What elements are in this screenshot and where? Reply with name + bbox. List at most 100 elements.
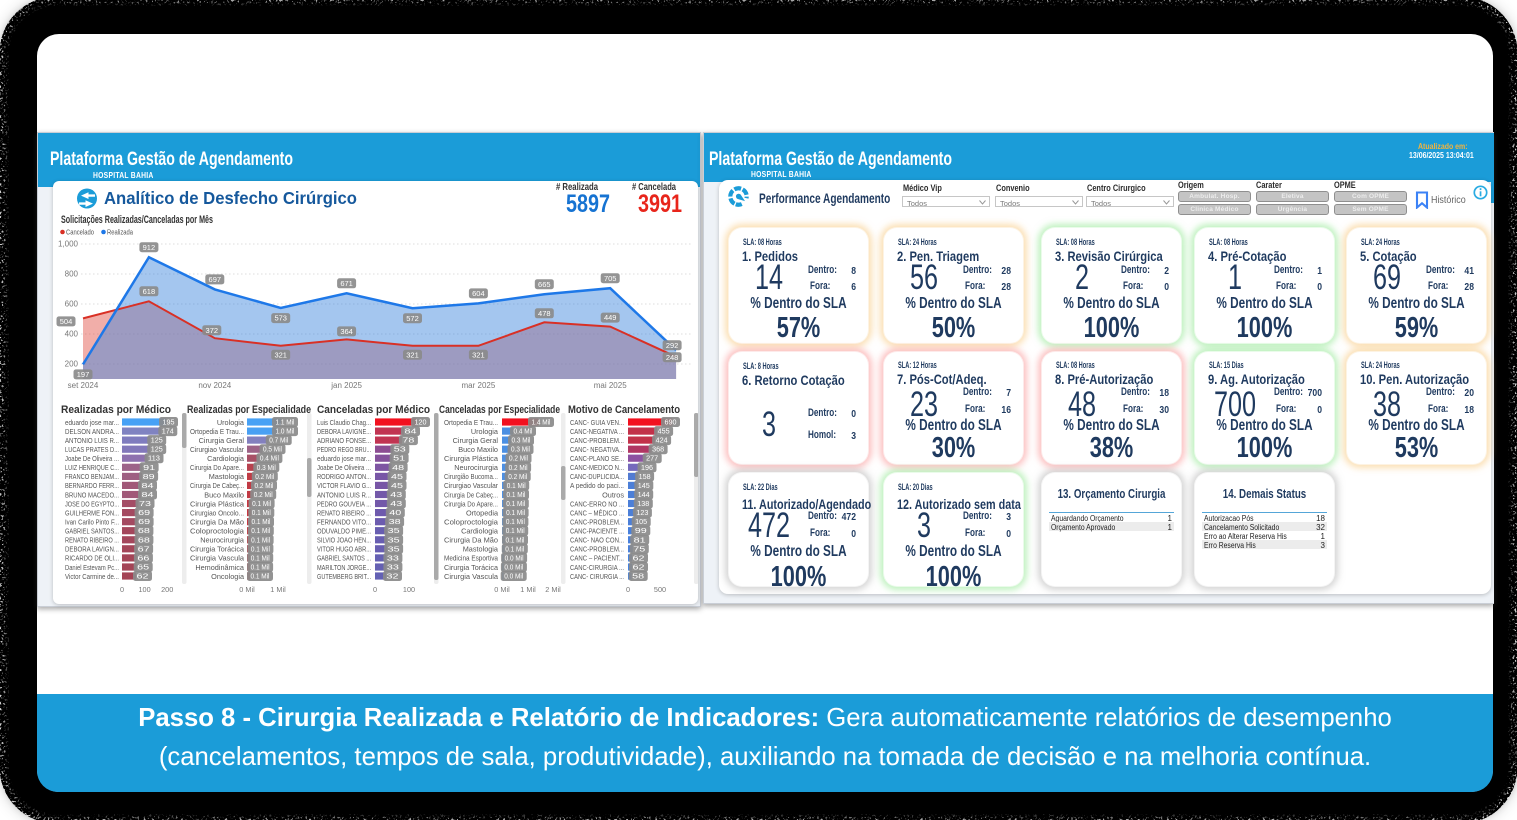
svg-text:504: 504 (60, 317, 73, 326)
svg-text:123: 123 (636, 510, 648, 517)
svg-text:0.4 Mil: 0.4 Mil (514, 429, 533, 436)
svg-text:Urologia: Urologia (471, 427, 499, 436)
svg-text:2 Mil: 2 Mil (545, 585, 561, 594)
svg-text:0: 0 (120, 585, 124, 594)
svg-text:0.5 Mil: 0.5 Mil (263, 447, 282, 454)
svg-text:66: 66 (137, 555, 149, 562)
svg-text:618: 618 (143, 287, 156, 296)
svg-text:5897: 5897 (566, 190, 610, 218)
svg-text:Ortopedia E Trau...: Ortopedia E Trau... (190, 427, 244, 436)
svg-text:Cirurgia Geral: Cirurgia Geral (199, 436, 245, 445)
svg-text:CANC- NEGATIVA...: CANC- NEGATIVA... (570, 445, 624, 454)
svg-text:Hemodinâmica: Hemodinâmica (195, 563, 245, 572)
svg-text:0.1 Mil: 0.1 Mil (506, 528, 525, 535)
svg-text:0 Mil: 0 Mil (239, 585, 255, 594)
svg-text:68: 68 (138, 537, 150, 544)
svg-text:Motivo de Cancelamento: Motivo de Cancelamento (568, 404, 680, 416)
svg-text:73: 73 (139, 501, 151, 508)
svg-text:CANC- NAO CON...: CANC- NAO CON... (570, 536, 624, 545)
svg-text:500: 500 (654, 585, 666, 594)
svg-text:99: 99 (635, 528, 647, 535)
svg-text:Cardiologia: Cardiologia (461, 527, 499, 536)
svg-text:321: 321 (472, 350, 485, 359)
svg-text:105: 105 (635, 519, 647, 526)
svg-text:478: 478 (538, 309, 551, 318)
svg-text:Neurocirurgia: Neurocirurgia (200, 536, 245, 545)
svg-text:Mastologia: Mastologia (209, 472, 245, 481)
svg-text:292: 292 (666, 341, 679, 350)
svg-text:CANC- GUIA VEN...: CANC- GUIA VEN... (570, 418, 624, 427)
svg-text:1.1 Mil: 1.1 Mil (276, 420, 295, 427)
svg-text:Cirurgia Da Mão: Cirurgia Da Mão (444, 536, 498, 545)
svg-text:62: 62 (137, 574, 149, 581)
svg-text:Canceladas por Médico: Canceladas por Médico (317, 404, 430, 416)
svg-text:Neurocirurgia: Neurocirurgia (454, 463, 499, 472)
svg-text:277: 277 (646, 456, 658, 463)
svg-text:jan 2025: jan 2025 (330, 381, 362, 390)
svg-text:RODRIGO ANTON...: RODRIGO ANTON... (317, 472, 371, 481)
svg-text:671: 671 (340, 279, 353, 288)
svg-text:0.1 Mil: 0.1 Mil (506, 519, 525, 526)
svg-text:Cirurgia Do Apare...: Cirurgia Do Apare... (190, 463, 244, 472)
svg-text:78: 78 (402, 438, 414, 445)
svg-text:0: 0 (373, 585, 377, 594)
svg-text:35: 35 (388, 537, 400, 544)
svg-text:FRANCO BENJAM...: FRANCO BENJAM... (65, 472, 119, 481)
svg-text:LUIZ HENRIQUE C...: LUIZ HENRIQUE C... (65, 463, 119, 472)
svg-text:LUCAS PRATES D...: LUCAS PRATES D... (65, 445, 119, 454)
svg-text:0: 0 (626, 585, 630, 594)
svg-text:449: 449 (604, 313, 617, 322)
svg-text:0.2 Mil: 0.2 Mil (509, 456, 528, 463)
svg-text:174: 174 (162, 429, 174, 436)
svg-text:600: 600 (65, 300, 79, 309)
svg-text:197: 197 (77, 370, 90, 379)
svg-text:Cirurgia Geral: Cirurgia Geral (453, 436, 499, 445)
svg-text:CANC-PROBLEM...: CANC-PROBLEM... (570, 436, 624, 445)
svg-text:35: 35 (388, 546, 400, 553)
svg-text:CANC- CIRURGIA ...: CANC- CIRURGIA ... (570, 572, 624, 581)
svg-text:321: 321 (406, 350, 419, 359)
svg-text:Cirurgia Plástica: Cirurgia Plástica (444, 454, 499, 463)
svg-text:0.1 Mil: 0.1 Mil (505, 546, 524, 553)
svg-text:Cirurgia Vascula: Cirurgia Vascula (190, 554, 245, 563)
svg-text:69: 69 (138, 510, 150, 517)
svg-text:mar 2025: mar 2025 (462, 381, 496, 390)
svg-text:GUILHERME FON...: GUILHERME FON... (65, 508, 119, 517)
svg-text:Ortopedia E Trau...: Ortopedia E Trau... (444, 418, 498, 427)
svg-text:0.3 Mil: 0.3 Mil (511, 447, 530, 454)
svg-text:PEDRO REGO BRU...: PEDRO REGO BRU... (317, 445, 371, 454)
svg-text:CANC – PACIENT...: CANC – PACIENT... (570, 554, 624, 563)
svg-text:0.7 Mil: 0.7 Mil (269, 438, 288, 445)
svg-text:1 Mil: 1 Mil (520, 585, 536, 594)
svg-text:Cirurgia Do Apare...: Cirurgia Do Apare... (444, 499, 498, 508)
svg-text:eduardo jose mar...: eduardo jose mar... (317, 454, 371, 463)
svg-text:# Cancelada: # Cancelada (632, 182, 676, 193)
svg-text:40: 40 (389, 510, 401, 517)
svg-text:372: 372 (206, 326, 219, 335)
svg-text:89: 89 (143, 474, 155, 481)
svg-text:BERNARDO FERR...: BERNARDO FERR... (65, 481, 119, 490)
svg-text:0.3 Mil: 0.3 Mil (512, 438, 531, 445)
svg-text:0.0 Mil: 0.0 Mil (504, 574, 523, 581)
svg-text:705: 705 (604, 274, 617, 283)
svg-text:CANC-CIRURGIA ...: CANC-CIRURGIA ... (570, 563, 624, 572)
svg-text:0.1 Mil: 0.1 Mil (252, 501, 271, 508)
svg-text:CANC-PROBLEM...: CANC-PROBLEM... (570, 518, 624, 527)
svg-text:BRUNO MACEDO...: BRUNO MACEDO... (65, 490, 119, 499)
svg-text:400: 400 (65, 330, 79, 339)
svg-text:368: 368 (652, 447, 664, 454)
svg-text:Daniel Estevam Pc...: Daniel Estevam Pc... (65, 563, 119, 572)
svg-text:GABRIEL SANTOS...: GABRIEL SANTOS... (65, 527, 119, 536)
svg-text:Medicina Esportiva: Medicina Esportiva (444, 554, 499, 563)
svg-text:100: 100 (139, 585, 151, 594)
svg-text:RENATO RIBEIRO ...: RENATO RIBEIRO ... (65, 536, 119, 545)
svg-text:GUTEMBERG BRIT...: GUTEMBERG BRIT... (317, 572, 371, 581)
svg-text:158: 158 (639, 474, 651, 481)
svg-text:JOSE DO EGYPTO...: JOSE DO EGYPTO... (65, 499, 119, 508)
svg-text:Mastologia: Mastologia (463, 545, 499, 554)
svg-text:53: 53 (394, 447, 406, 454)
svg-text:Cirurgiao Vascular: Cirurgiao Vascular (444, 481, 499, 490)
svg-text:32: 32 (387, 574, 399, 581)
svg-text:195: 195 (163, 420, 175, 427)
svg-text:Cirurgião Bucoma...: Cirurgião Bucoma... (444, 472, 498, 481)
